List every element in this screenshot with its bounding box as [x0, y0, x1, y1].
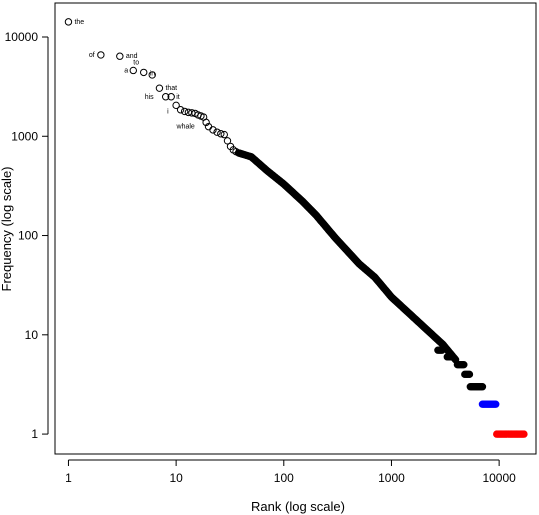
y-tick-label: 100: [18, 229, 38, 243]
word-label-whale: whale: [176, 124, 195, 131]
x-axis-title: Rank (log scale): [251, 499, 345, 514]
data-point: [140, 68, 148, 77]
word-label-to: to: [133, 59, 139, 66]
data-point: [220, 130, 228, 139]
data-point: [217, 130, 225, 138]
word-label-that: that: [165, 85, 177, 92]
y-tick-label: 10: [25, 328, 39, 342]
data-point: [209, 126, 217, 134]
y-tick-label: 1: [31, 427, 38, 441]
data-points: [64, 18, 528, 438]
word-label-and: and: [126, 53, 138, 60]
x-tick-label: 10: [169, 471, 183, 485]
word-label-the: the: [74, 19, 84, 26]
data-point: [97, 51, 105, 59]
data-point: [116, 52, 124, 60]
x-tick-label: 1000: [378, 471, 405, 485]
x-tick-label: 1: [65, 471, 72, 485]
y-tick-label: 10000: [5, 30, 39, 44]
y-axis-title: Frequency (log scale): [0, 167, 14, 292]
x-tick-label: 100: [274, 471, 294, 485]
data-point-freq-4: [465, 370, 474, 379]
x-axis: 1 10 100 1000 10000: [65, 459, 516, 485]
word-label-a: a: [124, 67, 128, 74]
data-point: [155, 84, 164, 92]
data-point: [64, 18, 73, 26]
data-point-freq-2: [492, 400, 500, 408]
data-point-freq-7: [438, 346, 446, 354]
data-point: [148, 71, 156, 79]
data-point: [161, 93, 170, 101]
word-label-i: i: [167, 108, 169, 115]
data-point: [213, 128, 221, 136]
data-point: [172, 101, 180, 110]
data-point-freq-1: [520, 430, 528, 438]
y-tick-label: 1000: [11, 129, 38, 143]
data-point: [129, 66, 137, 75]
word-label-his: his: [145, 94, 154, 101]
data-point: [202, 118, 210, 127]
word-label-in: in: [150, 70, 156, 77]
data-point: [176, 106, 185, 114]
data-point-freq-5: [460, 360, 468, 369]
data-point-freq-6: [447, 353, 456, 361]
plot-frame: [54, 2, 537, 455]
y-axis: 1 10 100 1000 10000: [5, 30, 49, 441]
data-point: [180, 107, 189, 116]
data-point-freq-3: [478, 383, 487, 391]
data-point: [223, 137, 232, 145]
data-point: [167, 93, 175, 101]
word-label-it: it: [176, 94, 180, 101]
x-tick-label: 10000: [482, 471, 516, 485]
word-label-of: of: [89, 52, 95, 59]
